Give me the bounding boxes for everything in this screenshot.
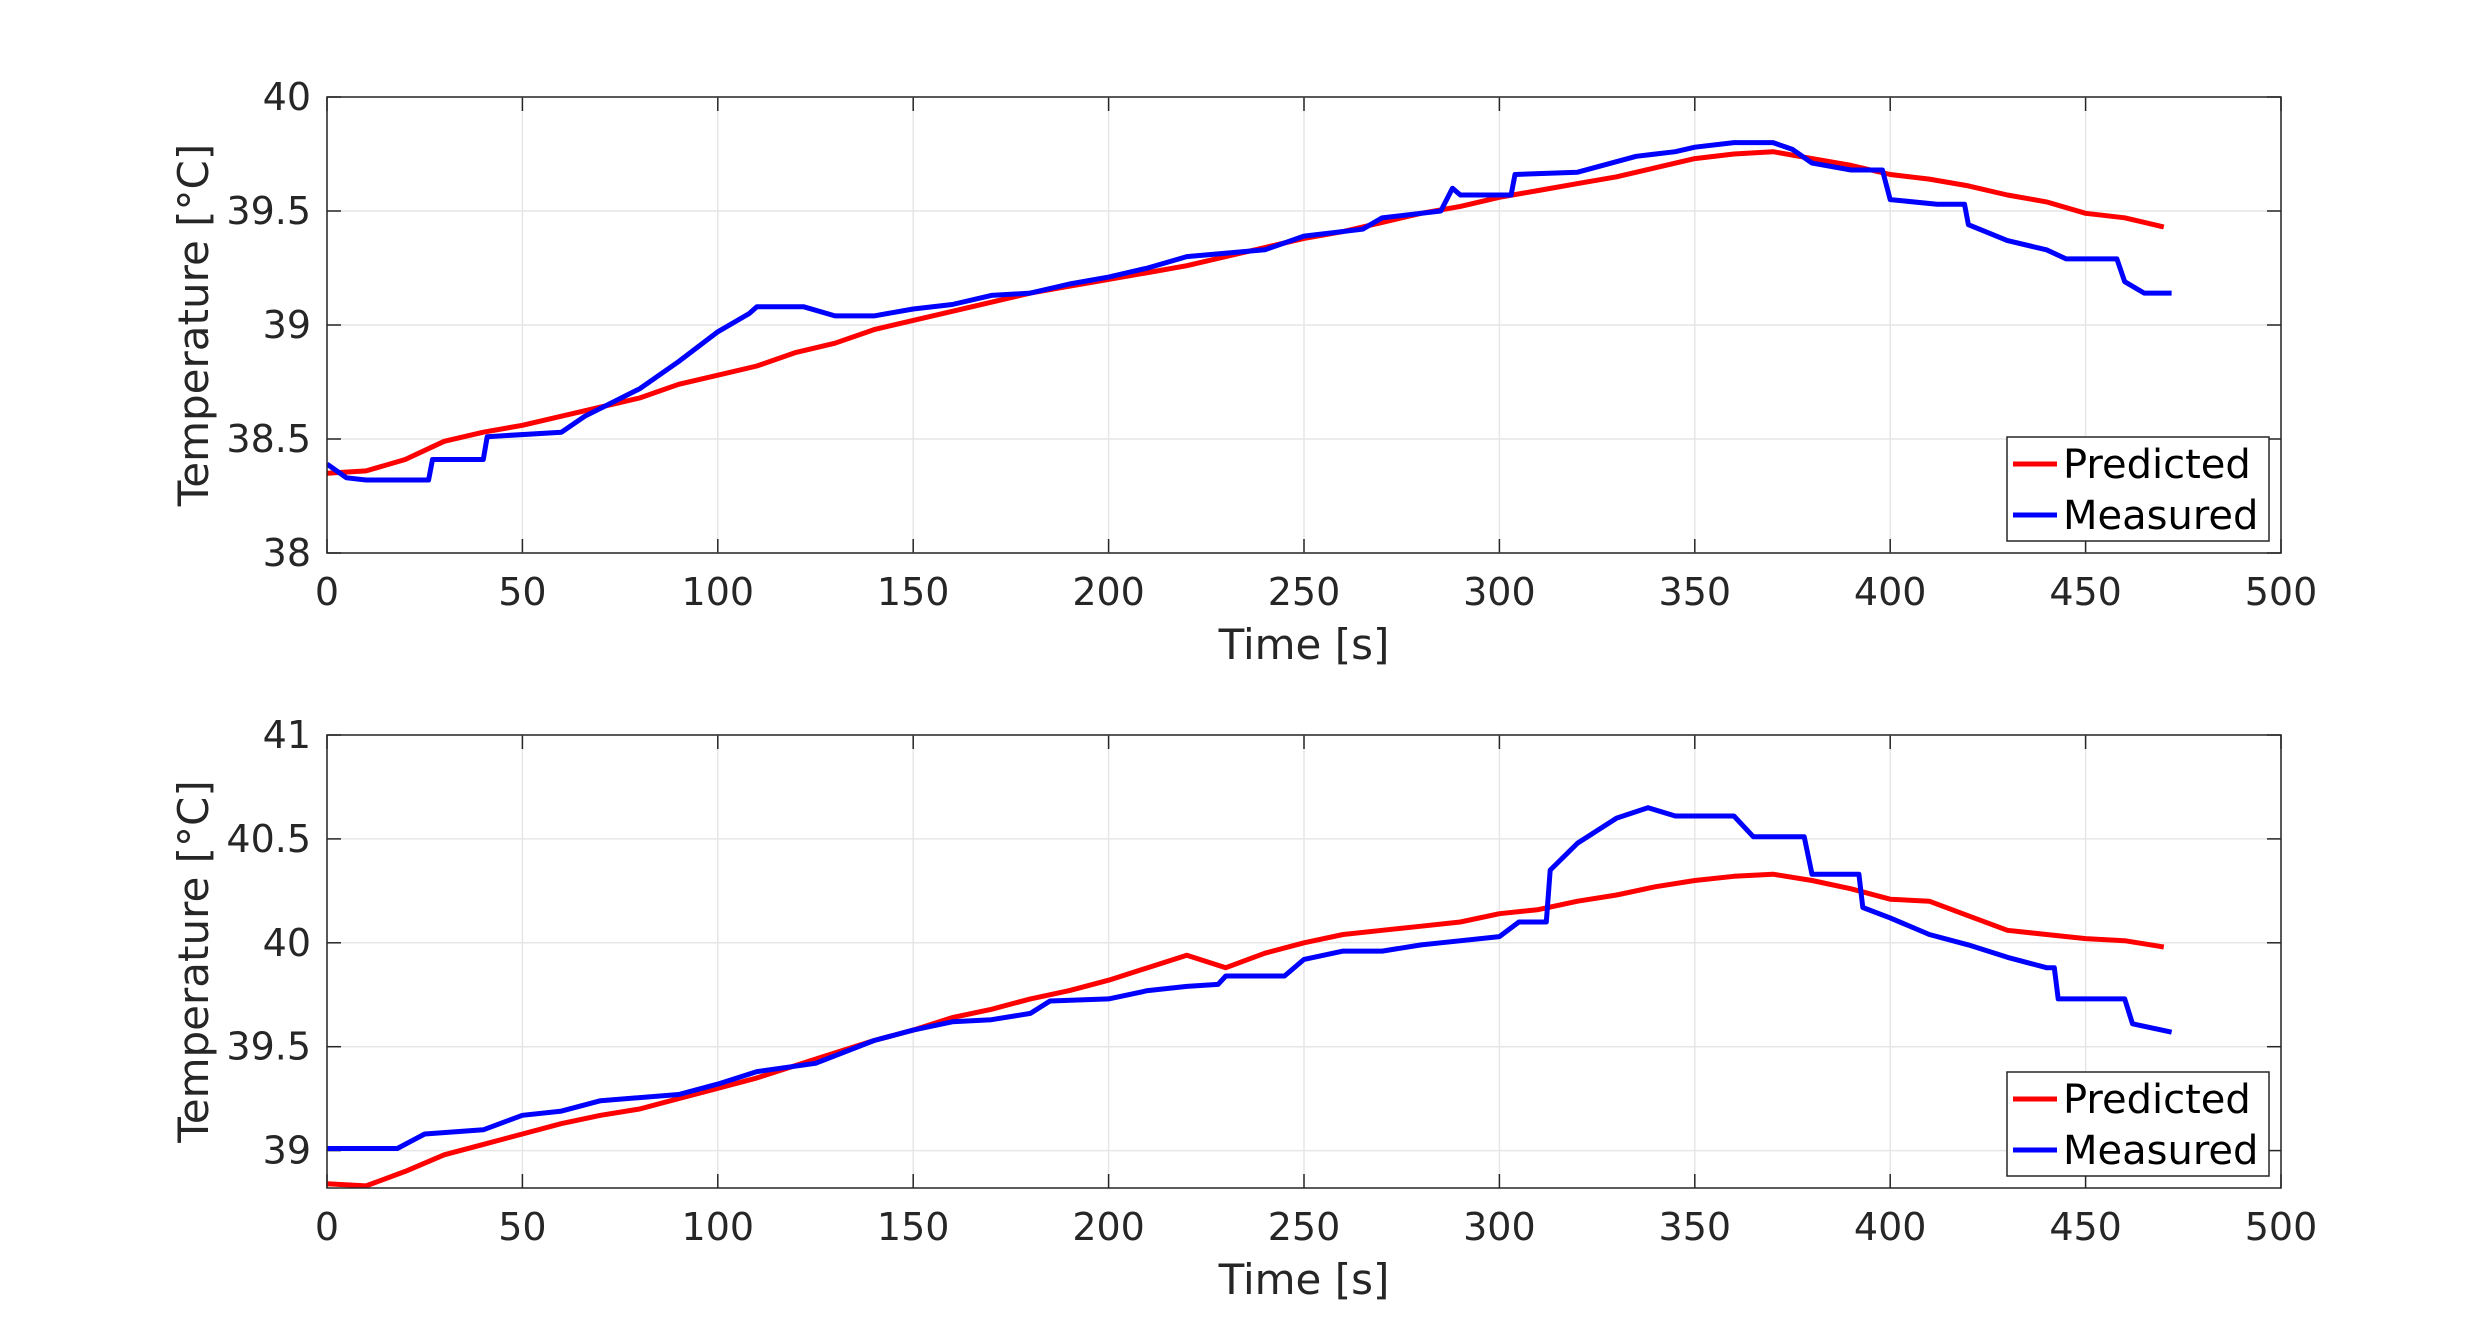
x-tick-label: 100: [682, 570, 755, 614]
x-tick-label: 300: [1463, 1205, 1536, 1249]
x-tick-label: 400: [1854, 1205, 1927, 1249]
x-tick-label: 250: [1268, 1205, 1341, 1249]
x-tick-label: 450: [2049, 570, 2122, 614]
top-chart: 0 50 100 150 200 250 300 350 400 450 500 38 38.5 39 39…: [169, 75, 2317, 669]
x-tick-label: 300: [1463, 570, 1536, 614]
y-tick-label: 40: [263, 921, 311, 965]
x-tick-label: 50: [498, 570, 546, 614]
y-tick-label: 40.5: [226, 817, 311, 861]
x-tick-label: 0: [315, 570, 339, 614]
y-tick-label: 39.5: [226, 1025, 311, 1069]
x-axis-label: Time [s]: [1218, 620, 1390, 669]
series-line-predicted: [327, 871, 2165, 1188]
legend: Predicted Measured: [2006, 1071, 2270, 1177]
legend: Predicted Measured: [2006, 436, 2270, 542]
legend-label-measured: Measured: [2063, 493, 2258, 539]
x-tick-label: 400: [1854, 570, 1927, 614]
x-tick-label: 200: [1072, 570, 1145, 614]
y-axis-label: Temperature [°C]: [169, 780, 218, 1144]
x-tick-label: 0: [315, 1205, 339, 1249]
x-tick-label: 350: [1659, 570, 1732, 614]
y-tick-label: 38: [263, 531, 311, 575]
x-tick-label: 500: [2245, 1205, 2318, 1249]
legend-label-measured: Measured: [2063, 1128, 2258, 1174]
x-tick-label: 200: [1072, 1205, 1145, 1249]
legend-label-predicted: Predicted: [2063, 1077, 2251, 1123]
y-tick-label: 40: [263, 75, 311, 119]
x-tick-label: 150: [877, 1205, 950, 1249]
series-line-measured: [327, 140, 2172, 483]
legend-box: [2006, 436, 2270, 542]
legend-label-predicted: Predicted: [2063, 442, 2251, 488]
x-tick-label: 100: [682, 1205, 755, 1249]
bottom-chart: 0 50 100 150 200 250 300 350 400 450 500 39 39.5 40 40…: [169, 713, 2317, 1304]
x-tick-label: 500: [2245, 570, 2318, 614]
x-tick-label: 150: [877, 570, 950, 614]
y-tick-label: 41: [263, 713, 311, 757]
legend-box: [2006, 1071, 2270, 1177]
x-tick-label: 450: [2049, 1205, 2122, 1249]
x-tick-label: 50: [498, 1205, 546, 1249]
y-axis-label: Temperature [°C]: [169, 144, 218, 508]
series-line-measured: [327, 805, 2173, 1151]
axes-box: [326, 734, 2282, 1189]
y-tick-label: 39: [263, 303, 311, 347]
y-tick-label: 39.5: [226, 189, 311, 233]
y-tick-label: 39: [263, 1129, 311, 1173]
y-tick-label: 38.5: [226, 417, 311, 461]
x-axis-label: Time [s]: [1218, 1255, 1390, 1304]
axes-box: [326, 96, 2282, 554]
x-tick-label: 350: [1659, 1205, 1732, 1249]
x-tick-label: 250: [1268, 570, 1341, 614]
